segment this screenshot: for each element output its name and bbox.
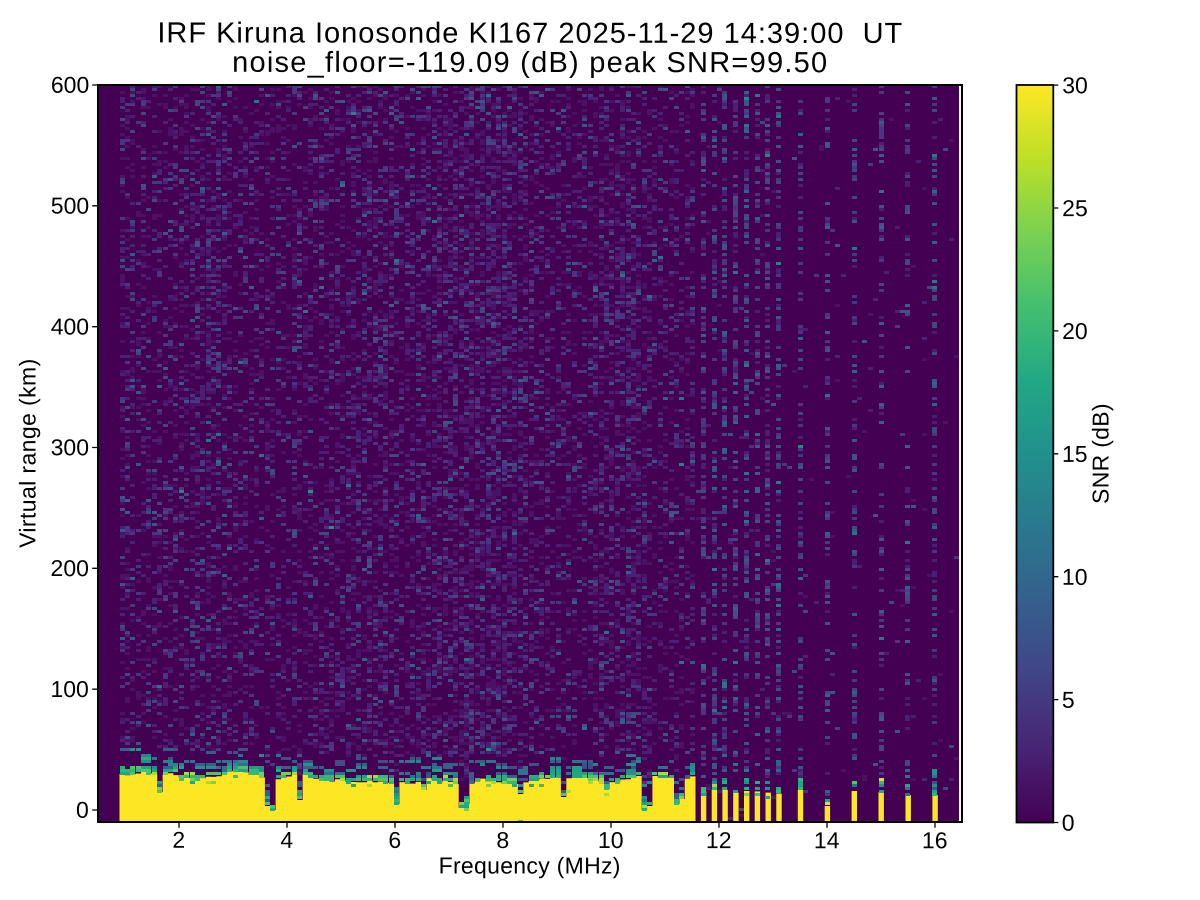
svg-text:500: 500 [51,193,89,219]
svg-text:12: 12 [706,827,732,853]
svg-text:2: 2 [172,827,185,853]
svg-text:200: 200 [51,555,89,581]
svg-text:600: 600 [51,72,89,98]
svg-text:16: 16 [922,827,948,853]
svg-text:25: 25 [1062,195,1088,221]
svg-text:10: 10 [1062,564,1088,590]
svg-text:8: 8 [496,827,509,853]
svg-text:100: 100 [50,676,88,702]
svg-text:0: 0 [1062,810,1075,836]
svg-text:4: 4 [280,827,293,853]
svg-text:14: 14 [814,827,840,853]
svg-text:30: 30 [1062,72,1088,98]
svg-text:SNR (dB): SNR (dB) [1087,403,1113,504]
svg-text:300: 300 [51,434,89,460]
svg-text:0: 0 [76,797,89,823]
svg-text:10: 10 [598,827,624,853]
svg-text:noise_floor=-119.09 (dB) peak: noise_floor=-119.09 (dB) peak SNR=99.50 [232,47,828,79]
svg-text:Virtual range (km): Virtual range (km) [14,358,40,548]
svg-text:400: 400 [51,313,89,339]
svg-text:15: 15 [1062,441,1088,467]
svg-text:5: 5 [1062,687,1075,713]
svg-text:6: 6 [388,827,401,853]
svg-text:IRF Kiruna Ionosonde KI167 202: IRF Kiruna Ionosonde KI167 2025-11-29 14… [157,17,903,50]
svg-text:Frequency (MHz): Frequency (MHz) [439,852,621,878]
svg-text:20: 20 [1062,318,1088,344]
